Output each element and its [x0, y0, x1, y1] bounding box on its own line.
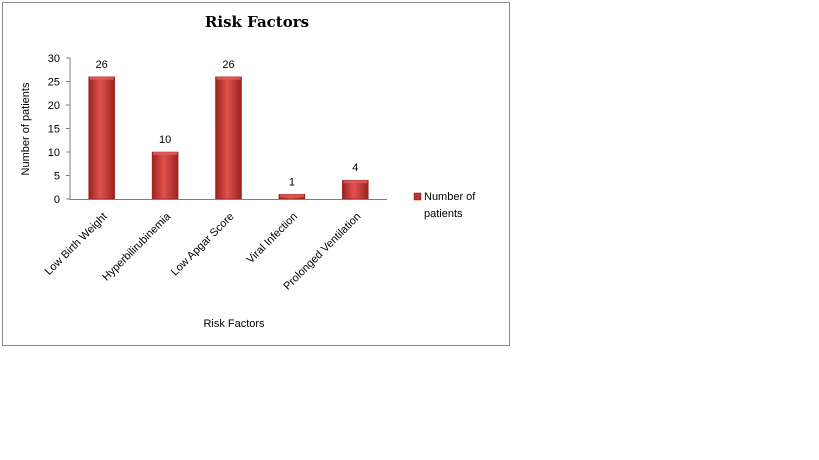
x-axis-label: Risk Factors — [203, 318, 265, 330]
bar-chart: Risk Factors Number of patients Risk Fac… — [20, 13, 476, 330]
y-axis-ticks: 0 5 10 15 20 25 30 — [48, 53, 70, 206]
x-tick-label: Low Birth Weight — [43, 211, 110, 278]
y-tick-label: 15 — [48, 124, 60, 136]
legend-swatch — [413, 192, 422, 201]
y-tick-label: 25 — [48, 77, 60, 89]
bar-highlight — [153, 152, 178, 155]
bar-value-label: 10 — [159, 134, 171, 146]
legend-label: Number of — [424, 191, 476, 203]
bar-highlight — [216, 76, 241, 80]
chart-title: Risk Factors — [205, 13, 309, 31]
y-axis-label: Number of patients — [20, 82, 32, 175]
y-tick-label: 20 — [48, 100, 60, 112]
chart-frame: Risk Factors Number of patients Risk Fac… — [2, 2, 510, 346]
x-tick-label: Hyperbilirubinemia — [100, 210, 174, 284]
bar-highlight — [343, 180, 368, 184]
x-tick-label: Viral Infection — [245, 211, 300, 266]
y-tick-label: 10 — [48, 147, 60, 159]
data-labels: 26 10 26 1 4 — [96, 59, 359, 189]
bar — [215, 76, 242, 200]
bar — [151, 151, 179, 200]
bar-highlight — [89, 76, 114, 80]
legend: Number of patients — [413, 191, 476, 220]
bar-value-label: 26 — [222, 59, 234, 71]
x-tick-label: Low Apgar Score — [169, 211, 237, 279]
bar-value-label: 26 — [96, 59, 108, 71]
bar-highlight — [279, 194, 304, 198]
y-tick-label: 0 — [54, 194, 60, 206]
bar-value-label: 1 — [289, 176, 295, 188]
bar-series — [88, 76, 369, 200]
y-tick-label: 5 — [54, 171, 60, 183]
legend-label-cont: patients — [424, 208, 463, 220]
y-tick-label: 30 — [48, 53, 60, 65]
bar — [88, 76, 115, 200]
bar-value-label: 4 — [352, 162, 358, 174]
